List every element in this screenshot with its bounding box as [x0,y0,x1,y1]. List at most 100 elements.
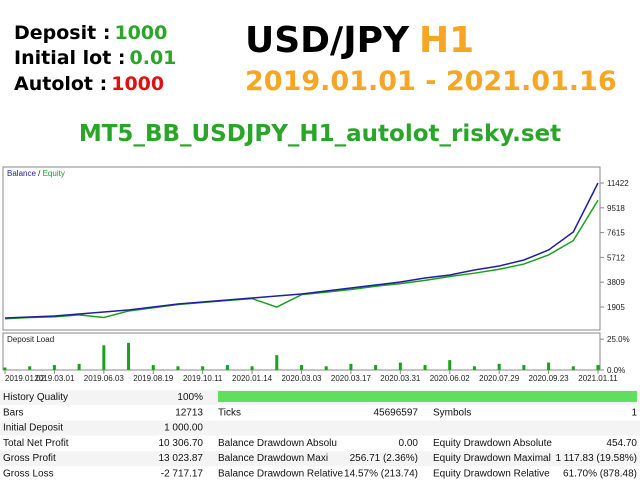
autolot-value: 1000 [111,73,164,95]
legend-separator: / [36,169,43,178]
load-plot-frame [2,332,601,371]
load-bar [324,366,328,370]
period: 2019.01.01 - 2021.01.16 [245,66,617,97]
table-cell: Equity Drawdown Maximal [433,453,551,464]
table-cell: 12713 [175,407,203,418]
legend-entry: Equity [43,169,65,178]
load-bar [472,366,476,370]
table-cell: Equity Drawdown Relative [433,469,550,480]
x-tick-label: 2019.10.11 [183,374,223,383]
x-tick-label: 2019.06.03 [84,374,125,383]
load-bar [571,366,575,370]
table-cell: Balance Drawdown Maxi [218,453,328,464]
balance-plot-frame [2,166,601,331]
table-cell: 13 023.87 [159,453,204,464]
y-tick-label: 3809 [607,278,625,287]
table-cell: Symbols [433,407,471,418]
load-bar [448,360,452,370]
x-tick-label: 2021.01.11 [578,374,618,383]
x-tick-label: 2019.01.02 [5,374,46,383]
x-tick-label: 2020.01.14 [232,374,273,383]
table-cell: 1 [631,407,637,418]
symbol: USD/JPY [245,20,410,61]
row-band [0,420,640,436]
lot-value: 0.01 [130,47,177,69]
lot-label: Initial lot : [14,47,126,69]
quality-bar [218,391,637,402]
load-bar [28,366,32,370]
table-cell: Bars [3,407,24,418]
y-tick-label: 5712 [607,253,625,262]
table-cell: 100% [177,392,203,403]
table-cell: Total Net Profit [3,438,69,449]
table-cell: Balance Drawdown Absolu [218,438,337,449]
y-tick-label: 11422 [607,179,629,188]
load-bar [151,365,155,370]
timeframe: H1 [419,20,474,61]
lot-line: Initial lot :0.01 [14,47,176,69]
load-bar [102,345,106,370]
load-bar [398,362,402,370]
table-cell: 45696597 [374,407,419,418]
autolot-line: Autolot :1000 [14,73,164,95]
load-bar [275,355,279,370]
y-tick-label: 7615 [607,229,625,238]
legend-entry: Balance [7,169,36,178]
table-cell: 454.70 [606,438,637,449]
load-bar [522,365,526,370]
table-cell: Gross Loss [3,469,54,480]
load-bar [52,365,56,370]
x-tick-label: 2020.03.17 [331,374,372,383]
load-bar [176,366,180,370]
y-tick-label: 0.0% [607,366,625,375]
deposit-value: 1000 [114,22,167,44]
row-band [0,451,640,467]
symbol-line: USD/JPY H1 [245,20,474,61]
load-bar [201,366,205,370]
load-bar [349,363,353,370]
table-cell: 1 000.00 [164,423,203,434]
series-line [4,182,599,319]
load-bar [3,367,7,370]
load-bar [423,365,427,370]
load-bar [250,366,254,370]
panel-title: Deposit Load [7,335,54,344]
table-cell: 0.00 [399,438,419,449]
set-file: MT5_BB_USDJPY_H1_autolot_risky.set [79,121,561,147]
table-cell: History Quality [3,392,68,403]
x-tick-label: 2020.03.31 [380,374,421,383]
x-tick-label: 2020.09.23 [529,374,570,383]
y-tick-label: 9518 [607,204,625,213]
table-cell: Gross Profit [3,453,56,464]
x-tick-label: 2020.07.29 [479,374,520,383]
legend: Balance / Equity [7,169,65,178]
load-bar [77,363,81,370]
table-cell: 61.70% (878.48) [563,469,637,480]
table-cell: -2 717.17 [161,469,204,480]
table-cell: Balance Drawdown Relative [218,469,344,480]
x-tick-label: 2019.03.01 [34,374,75,383]
load-bar [225,365,229,370]
y-tick-label: 1905 [607,303,625,312]
table-cell: 256.71 (2.36%) [350,453,418,464]
load-bar [374,365,378,370]
deposit-line: Deposit :1000 [14,22,167,44]
load-bar [127,342,131,370]
x-tick-label: 2020.03.03 [281,374,322,383]
x-tick-label: 2020.06.02 [430,374,471,383]
load-bar [300,365,303,370]
table-cell: 1 117.83 (19.58%) [555,453,637,464]
table-cell: Equity Drawdown Absolute [433,438,552,449]
y-tick-label: 25.0% [607,335,630,344]
load-bar [547,362,551,370]
table-cell: Ticks [218,407,241,418]
load-bar [596,365,600,370]
table-cell: 14.57% (213.74) [344,469,418,480]
table-cell: Initial Deposit [3,423,63,434]
deposit-label: Deposit : [14,22,110,44]
load-bar [497,363,501,370]
table-cell: 10 306.70 [159,438,204,449]
x-tick-label: 2019.08.19 [133,374,174,383]
